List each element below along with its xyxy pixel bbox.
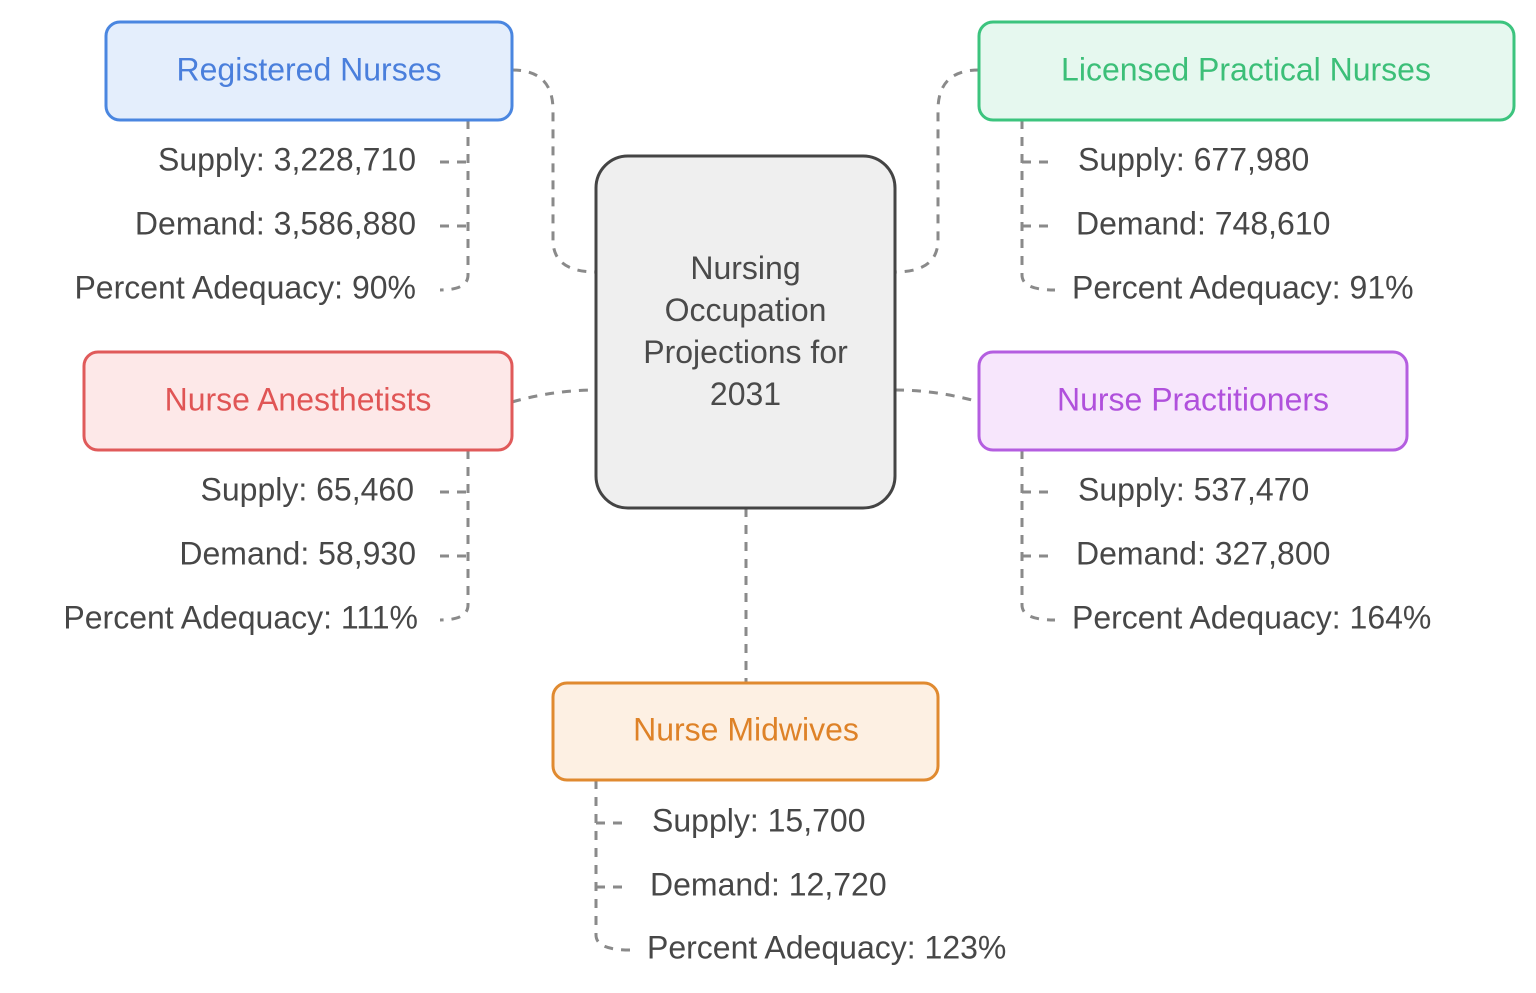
item-connector bbox=[594, 780, 631, 952]
connector bbox=[511, 388, 597, 404]
node-label: Licensed Practical Nurses bbox=[1061, 51, 1431, 87]
center-label: Nursing Occupation Projections for 2031 bbox=[643, 250, 848, 412]
item-connector bbox=[1020, 120, 1056, 292]
node-item: Percent Adequacy: 164% bbox=[1072, 599, 1431, 635]
node-box bbox=[104, 20, 514, 122]
item-connector bbox=[1020, 450, 1056, 622]
node-item: Percent Adequacy: 123% bbox=[647, 929, 1006, 965]
node-label: Nurse Practitioners bbox=[1057, 381, 1329, 417]
node-item: Demand: 58,930 bbox=[179, 535, 416, 571]
item-connector bbox=[439, 450, 470, 622]
node-label: Nurse Midwives bbox=[633, 711, 859, 747]
node-item: Percent Adequacy: 111% bbox=[63, 599, 418, 635]
node-item: Demand: 748,610 bbox=[1076, 205, 1330, 241]
connector bbox=[894, 388, 980, 404]
node-item: Supply: 677,980 bbox=[1078, 141, 1309, 177]
node-item: Percent Adequacy: 90% bbox=[74, 269, 416, 305]
node-item: Demand: 3,586,880 bbox=[135, 205, 416, 241]
node-item: Supply: 65,460 bbox=[201, 471, 415, 507]
node-box bbox=[82, 350, 514, 452]
node-box bbox=[977, 350, 1409, 452]
node-label: Nurse Anesthetists bbox=[165, 381, 432, 417]
node-box bbox=[977, 20, 1516, 122]
connector bbox=[511, 68, 597, 274]
node-box bbox=[551, 681, 940, 782]
node-label: Registered Nurses bbox=[177, 51, 442, 87]
node-item: Demand: 327,800 bbox=[1076, 535, 1330, 571]
connector bbox=[894, 68, 980, 274]
connectors bbox=[439, 68, 1056, 952]
node-item: Supply: 3,228,710 bbox=[158, 141, 416, 177]
node-item: Supply: 15,700 bbox=[652, 802, 866, 838]
node-item: Supply: 537,470 bbox=[1078, 471, 1309, 507]
item-connector bbox=[439, 120, 470, 292]
center-box bbox=[594, 154, 897, 510]
node-item: Percent Adequacy: 91% bbox=[1072, 269, 1414, 305]
center-label-box: Nursing Occupation Projections for 2031 bbox=[643, 250, 848, 412]
node-item: Demand: 12,720 bbox=[650, 866, 887, 902]
